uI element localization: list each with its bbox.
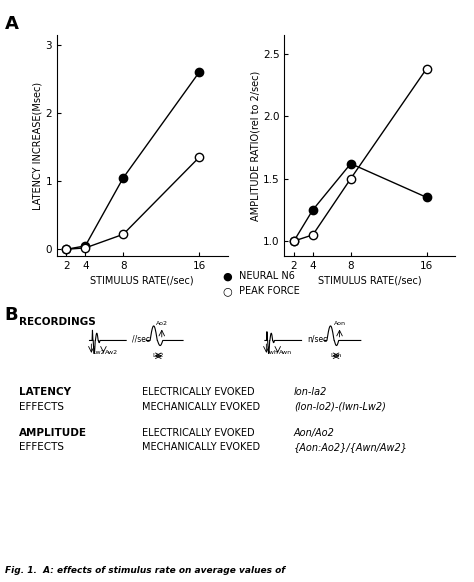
Text: PEAK FORCE: PEAK FORCE [239, 286, 300, 296]
X-axis label: STIMULUS RATE(/sec): STIMULUS RATE(/sec) [91, 275, 194, 285]
Text: ELECTRICALLY EVOKED: ELECTRICALLY EVOKED [142, 387, 255, 397]
Text: (lon-lo2)-(lwn-Lw2): (lon-lo2)-(lwn-Lw2) [294, 402, 386, 411]
Text: Ao2: Ao2 [156, 321, 168, 326]
Text: RECORDINGS: RECORDINGS [19, 317, 96, 327]
Text: ELECTRICALLY EVOKED: ELECTRICALLY EVOKED [142, 428, 255, 438]
Text: AMPLITUDE: AMPLITUDE [19, 428, 87, 438]
Text: A: A [5, 15, 18, 33]
Text: Awn: Awn [279, 350, 292, 355]
Y-axis label: LATENCY INCREASE(Msec): LATENCY INCREASE(Msec) [33, 81, 43, 210]
Text: EFFECTS: EFFECTS [19, 402, 64, 411]
X-axis label: STIMULUS RATE(/sec): STIMULUS RATE(/sec) [318, 275, 421, 285]
Text: n/sec: n/sec [307, 334, 328, 343]
Text: Fig. 1.  A: effects of stimulus rate on average values of: Fig. 1. A: effects of stimulus rate on a… [5, 566, 285, 575]
Text: //sec: //sec [132, 334, 150, 343]
Text: MECHANICALLY EVOKED: MECHANICALLY EVOKED [142, 402, 260, 411]
Text: Lw2: Lw2 [93, 350, 105, 355]
Y-axis label: AMPLITUDE RATIO(rel to 2/sec): AMPLITUDE RATIO(rel to 2/sec) [250, 70, 260, 221]
Text: EFFECTS: EFFECTS [19, 442, 64, 452]
Text: NEURAL N6: NEURAL N6 [239, 271, 295, 282]
Text: B: B [5, 306, 18, 324]
Text: Aon/Ao2: Aon/Ao2 [294, 428, 335, 438]
Text: ○: ○ [223, 286, 233, 296]
Text: Aon: Aon [334, 321, 346, 326]
Text: Lon: Lon [330, 353, 341, 358]
Text: ●: ● [223, 271, 233, 282]
Text: Aw2: Aw2 [105, 350, 118, 355]
Text: lwh: lwh [268, 350, 279, 355]
Text: LATENCY: LATENCY [19, 387, 71, 397]
Text: lon-la2: lon-la2 [294, 387, 327, 397]
Text: {Aon:Ao2}/{Awn/Aw2}: {Aon:Ao2}/{Awn/Aw2} [294, 442, 408, 452]
Text: MECHANICALLY EVOKED: MECHANICALLY EVOKED [142, 442, 260, 452]
Text: La2: La2 [153, 353, 164, 358]
